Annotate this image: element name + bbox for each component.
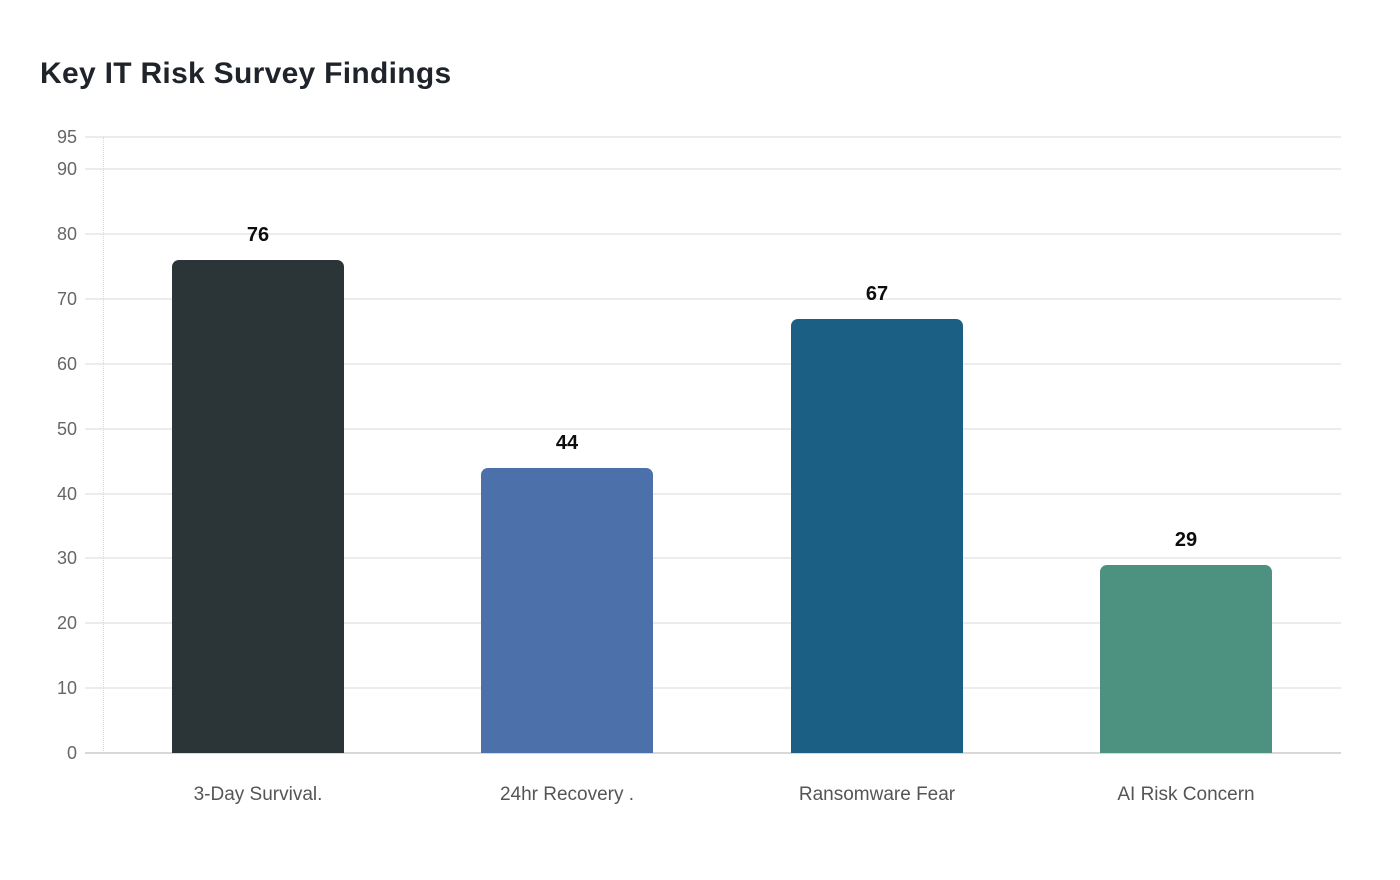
bar — [1100, 565, 1272, 753]
y-axis-tick-label: 90 — [56, 159, 77, 179]
y-axis-tick-label: 80 — [56, 224, 77, 244]
chart-title: Key IT Risk Survey Findings — [40, 57, 452, 90]
gridline — [85, 363, 1341, 365]
gridline — [85, 298, 1341, 300]
y-axis-line — [103, 137, 104, 753]
bar-value-label: 76 — [246, 224, 270, 246]
gridline — [85, 752, 1341, 754]
bar-value-label: 29 — [1174, 529, 1198, 551]
x-axis-category-label: Ransomware Fear — [798, 784, 956, 805]
x-axis-category-label: 3-Day Survival. — [193, 784, 323, 805]
gridline — [85, 557, 1341, 559]
y-axis-tick-label: 40 — [56, 484, 77, 504]
y-axis-tick-label: 0 — [66, 743, 77, 763]
gridline — [85, 687, 1341, 689]
x-axis-category-label: 24hr Recovery . — [499, 784, 635, 805]
y-axis-tick-label: 70 — [56, 289, 77, 309]
y-axis-tick-label: 60 — [56, 354, 77, 374]
bar — [791, 319, 963, 753]
gridline — [85, 168, 1341, 170]
x-axis-category-label: AI Risk Concern — [1117, 784, 1255, 805]
gridline — [85, 136, 1341, 138]
y-axis-tick-label: 95 — [56, 127, 77, 147]
bar — [481, 468, 653, 753]
y-axis-tick-label: 30 — [56, 548, 77, 568]
gridline — [85, 622, 1341, 624]
gridline — [85, 428, 1341, 430]
bar-value-label: 44 — [555, 432, 579, 454]
y-axis-tick-label: 20 — [56, 613, 77, 633]
bar-value-label: 67 — [865, 283, 889, 305]
y-axis-tick-label: 50 — [56, 419, 77, 439]
gridline — [85, 493, 1341, 495]
bar — [172, 260, 344, 753]
y-axis-tick-label: 10 — [56, 678, 77, 698]
gridline — [85, 233, 1341, 235]
